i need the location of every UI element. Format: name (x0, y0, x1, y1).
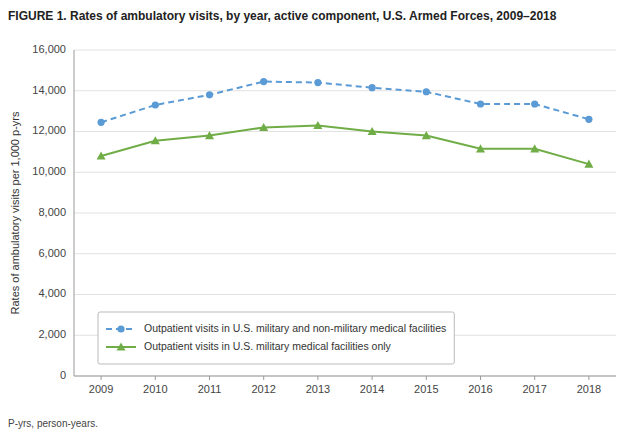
point (259, 123, 268, 131)
legend-label: Outpatient visits in U.S. military medic… (144, 340, 392, 352)
x-tick-label: 2017 (522, 383, 546, 395)
grid-line (74, 294, 616, 295)
y-tick-label: 4,000 (38, 287, 66, 299)
legend-item: Outpatient visits in U.S. military and n… (106, 322, 446, 334)
y-tick-label: 16,000 (32, 43, 66, 55)
grid (74, 50, 616, 376)
point (313, 121, 322, 129)
point (476, 144, 485, 152)
legend: Outpatient visits in U.S. military and n… (98, 312, 454, 364)
series (98, 78, 593, 126)
x-tick (588, 376, 589, 380)
x-tick-label: 2018 (577, 383, 601, 395)
x-tick (101, 376, 102, 380)
line (101, 82, 589, 123)
legend-item: Outpatient visits in U.S. military medic… (106, 340, 392, 352)
x-tick (263, 376, 264, 380)
x-tick-label: 2016 (468, 383, 492, 395)
x-tick (372, 376, 373, 380)
y-tick-label: 0 (60, 369, 66, 381)
legend-marker (117, 343, 126, 351)
point (422, 131, 431, 139)
x-tick-label: 2013 (306, 383, 330, 395)
point (423, 88, 430, 95)
point (152, 101, 159, 108)
grid-line (74, 131, 616, 132)
point (585, 116, 592, 123)
point (584, 160, 593, 168)
legend-marker (117, 325, 124, 332)
grid-line (74, 172, 616, 173)
y-tick-label: 8,000 (38, 206, 66, 218)
chart: FIGURE 1. Rates of ambulatory visits, by… (0, 0, 632, 437)
point (151, 136, 160, 144)
x-tick-label: 2011 (198, 383, 222, 395)
point (530, 144, 539, 152)
series (97, 121, 594, 168)
y-tick-label: 12,000 (32, 124, 66, 136)
point (206, 91, 213, 98)
legend-label: Outpatient visits in U.S. military and n… (144, 322, 446, 334)
x-tick-label: 2010 (143, 383, 167, 395)
grid-line (74, 90, 616, 91)
y-axis (74, 50, 75, 376)
point (205, 131, 214, 139)
x-tick (534, 376, 535, 380)
y-tick-label: 6,000 (38, 247, 66, 259)
grid-line (74, 376, 616, 377)
plot-area (97, 78, 594, 168)
y-tick-label: 2,000 (38, 328, 66, 340)
point (314, 79, 321, 86)
footnote: P-yrs, person-years. (8, 418, 98, 429)
x-axis (74, 376, 616, 377)
y-tick-label: 14,000 (32, 84, 66, 96)
x-tick-label: 2014 (360, 383, 384, 395)
grid-line (74, 253, 616, 254)
x-tick-label: 2012 (251, 383, 275, 395)
grid-line (74, 213, 616, 214)
x-tick (317, 376, 318, 380)
y-tick-label: 10,000 (32, 165, 66, 177)
y-axis-label: Rates of ambulatory visits per 1,000 p-y… (9, 111, 21, 314)
legend-box (98, 312, 454, 364)
point (531, 100, 538, 107)
x-tick (209, 376, 210, 380)
point (368, 127, 377, 135)
x-tick-label: 2009 (89, 383, 113, 395)
line (101, 125, 589, 164)
point (260, 78, 267, 85)
x-tick (480, 376, 481, 380)
title: FIGURE 1. Rates of ambulatory visits, by… (8, 9, 557, 23)
x-tick-label: 2015 (414, 383, 438, 395)
point (477, 100, 484, 107)
grid-line (74, 50, 616, 51)
point (97, 151, 106, 159)
point (98, 119, 105, 126)
x-tick (426, 376, 427, 380)
point (369, 84, 376, 91)
x-tick (155, 376, 156, 380)
